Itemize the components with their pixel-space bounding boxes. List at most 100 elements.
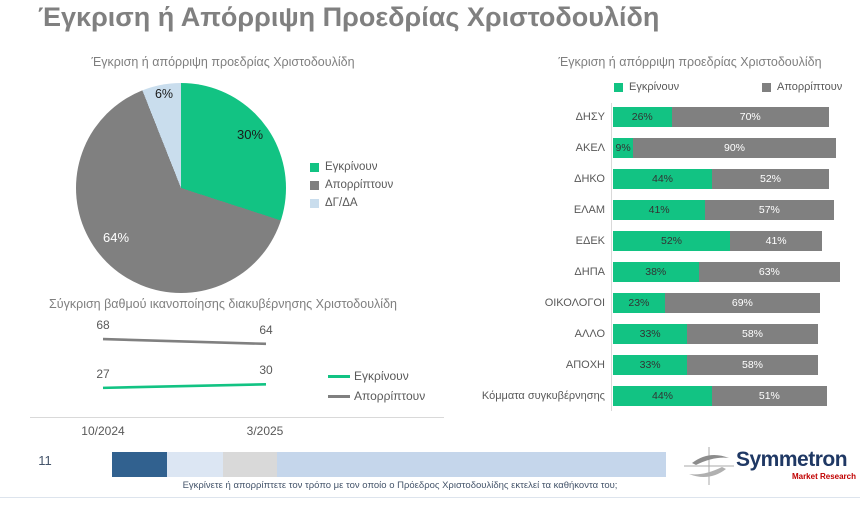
- bar-row: Κόμματα συγκυβέρνησης 44% 51%: [480, 386, 858, 406]
- pie-legend-item-dkda: ΔΓ/ΔΑ: [310, 197, 358, 209]
- bar-segment-reject: 58%: [687, 324, 818, 344]
- bar-row: ΕΔΕΚ 52% 41%: [480, 231, 858, 251]
- bar-segment-approve: 41%: [613, 200, 706, 220]
- footer-progress-segment: [277, 452, 666, 477]
- bar-row: ΑΠΟΧΗ 33% 58%: [480, 355, 858, 375]
- x-tick-label: 10/2024: [81, 424, 125, 438]
- bar-segment-approve: 33%: [613, 324, 688, 344]
- bar-value-approve: 23%: [628, 297, 650, 309]
- bar-value-reject: 58%: [741, 359, 763, 371]
- bar-row: ΔΗΣΥ 26% 70%: [480, 107, 858, 127]
- bar-value-reject: 51%: [758, 390, 780, 402]
- pie-chart-title: Έγκριση ή απόρριψη προεδρίας Χριστοδουλί…: [91, 55, 355, 69]
- bar-value-approve: 9%: [615, 142, 631, 154]
- bar-legend-label: Εγκρίνουν: [629, 81, 680, 93]
- bar-value-reject: 70%: [739, 111, 761, 123]
- bar-segment-reject: 57%: [705, 200, 834, 220]
- legend-swatch-reject-icon: [762, 82, 771, 92]
- bar-chart-y-axis: [611, 103, 612, 411]
- page-title: Έγκριση ή Απόρριψη Προεδρίας Χριστοδουλί…: [38, 2, 660, 32]
- bar-segment-reject: 52%: [712, 169, 829, 189]
- pie-slice-label-dkda: 6%: [154, 87, 174, 101]
- bar-category-label: ΑΚΕΛ: [575, 142, 605, 154]
- footer-progress-segment: [223, 452, 277, 477]
- bar-value-reject: 69%: [731, 297, 753, 309]
- bar-category-label: Κόμματα συγκυβέρνησης: [481, 390, 605, 402]
- symmetron-logo: Symmetron Market Research: [684, 447, 860, 489]
- bar-value-approve: 38%: [645, 266, 667, 278]
- bar-value-reject: 90%: [723, 142, 745, 154]
- bar-category-label: ΔΗΣΥ: [575, 111, 605, 123]
- line-value-label: 68: [96, 318, 110, 333]
- bar-category-label: ΑΛΛΟ: [574, 328, 605, 340]
- legend-swatch-dkda-icon: [310, 198, 319, 208]
- legend-swatch-approve-icon: [614, 82, 623, 92]
- footer-divider: [0, 497, 860, 498]
- bar-category-label: ΕΔΕΚ: [575, 235, 605, 247]
- bar-segment-reject: 90%: [633, 138, 836, 158]
- bar-row: ΔΗΚΟ 44% 52%: [480, 169, 858, 189]
- pie-slice-label-reject: 64%: [102, 230, 130, 245]
- bar-segment-approve: 44%: [613, 386, 712, 406]
- bar-value-reject: 63%: [758, 266, 780, 278]
- bar-row: ΑΛΛΟ 33% 58%: [480, 324, 858, 344]
- bar-chart-title: Έγκριση ή απόρριψη προεδρίας Χριστοδουλί…: [558, 55, 822, 69]
- legend-swatch-reject-icon: [310, 180, 319, 190]
- bar-segment-approve: 44%: [613, 169, 712, 189]
- bar-segment-reject: 51%: [712, 386, 827, 406]
- bar-value-reject: 52%: [759, 173, 781, 185]
- bar-category-label: ΑΠΟΧΗ: [565, 359, 605, 371]
- bar-row: ΟΙΚΟΛΟΓΟΙ 23% 69%: [480, 293, 858, 313]
- legend-line-reject-icon: [328, 394, 350, 398]
- bar-category-label: ΔΗΚΟ: [574, 173, 605, 185]
- bar-value-approve: 33%: [639, 359, 661, 371]
- bar-segment-approve: 23%: [613, 293, 665, 313]
- page-number: 11: [38, 453, 52, 468]
- bar-value-approve: 33%: [639, 328, 661, 340]
- line-legend-item-reject: Απορρίπτουν: [328, 389, 425, 403]
- x-tick-label: 3/2025: [246, 424, 284, 438]
- bar-segment-reject: 69%: [664, 293, 820, 313]
- bar-legend-item-approve: Εγκρίνουν: [614, 81, 679, 93]
- line-legend-label: Απορρίπτουν: [354, 389, 426, 403]
- bar-category-label: ΟΙΚΟΛΟΓΟΙ: [544, 297, 605, 309]
- line-value-label: 27: [96, 366, 110, 381]
- pie-legend-item-reject: Απορρίπτουν: [310, 179, 393, 191]
- line-legend-label: Εγκρίνουν: [354, 369, 409, 383]
- bar-legend-label: Απορρίπτουν: [777, 81, 843, 93]
- line-chart-title: Σύγκριση βαθμού ικανοποίησης διακυβέρνησ…: [49, 297, 397, 311]
- pie-chart: [76, 83, 286, 293]
- bar-segment-approve: 9%: [613, 138, 634, 158]
- line-legend-item-approve: Εγκρίνουν: [328, 369, 409, 383]
- bar-segment-reject: 58%: [687, 355, 818, 375]
- bar-value-approve: 52%: [660, 235, 682, 247]
- legend-line-approve-icon: [328, 374, 350, 378]
- pie-legend-label: Εγκρίνουν: [325, 161, 378, 173]
- bar-legend-item-reject: Απορρίπτουν: [762, 81, 842, 93]
- bar-segment-reject: 41%: [730, 231, 823, 251]
- bar-segment-approve: 33%: [613, 355, 688, 375]
- bar-segment-reject: 63%: [698, 262, 841, 282]
- bar-row: ΔΗΠΑ 38% 63%: [480, 262, 858, 282]
- bar-category-label: ΕΛΑΜ: [573, 204, 605, 216]
- bar-segment-reject: 70%: [671, 107, 829, 127]
- bar-segment-approve: 38%: [613, 262, 699, 282]
- pie-legend-item-approve: Εγκρίνουν: [310, 161, 377, 173]
- line-value-label: 64: [259, 322, 273, 337]
- logo-tagline: Market Research: [791, 472, 856, 481]
- survey-question-text: Εγκρίνετε ή απορρίπτετε τον τρόπο με τον…: [182, 480, 618, 491]
- bar-segment-approve: 26%: [613, 107, 672, 127]
- bar-value-reject: 41%: [765, 235, 787, 247]
- bar-value-approve: 41%: [648, 204, 670, 216]
- bar-value-reject: 58%: [741, 328, 763, 340]
- legend-swatch-approve-icon: [310, 162, 319, 172]
- line-series-reject: [102, 337, 267, 346]
- footer-progress-segment: [167, 452, 223, 477]
- line-value-label: 30: [259, 363, 273, 378]
- pie-slice-label-approve: 30%: [236, 127, 264, 142]
- bar-row: ΑΚΕΛ 9% 90%: [480, 138, 858, 158]
- bar-value-approve: 44%: [651, 390, 673, 402]
- logo-wordmark: Symmetron: [736, 448, 848, 471]
- bar-value-reject: 57%: [758, 204, 780, 216]
- pie-legend-label: ΔΓ/ΔΑ: [325, 197, 358, 209]
